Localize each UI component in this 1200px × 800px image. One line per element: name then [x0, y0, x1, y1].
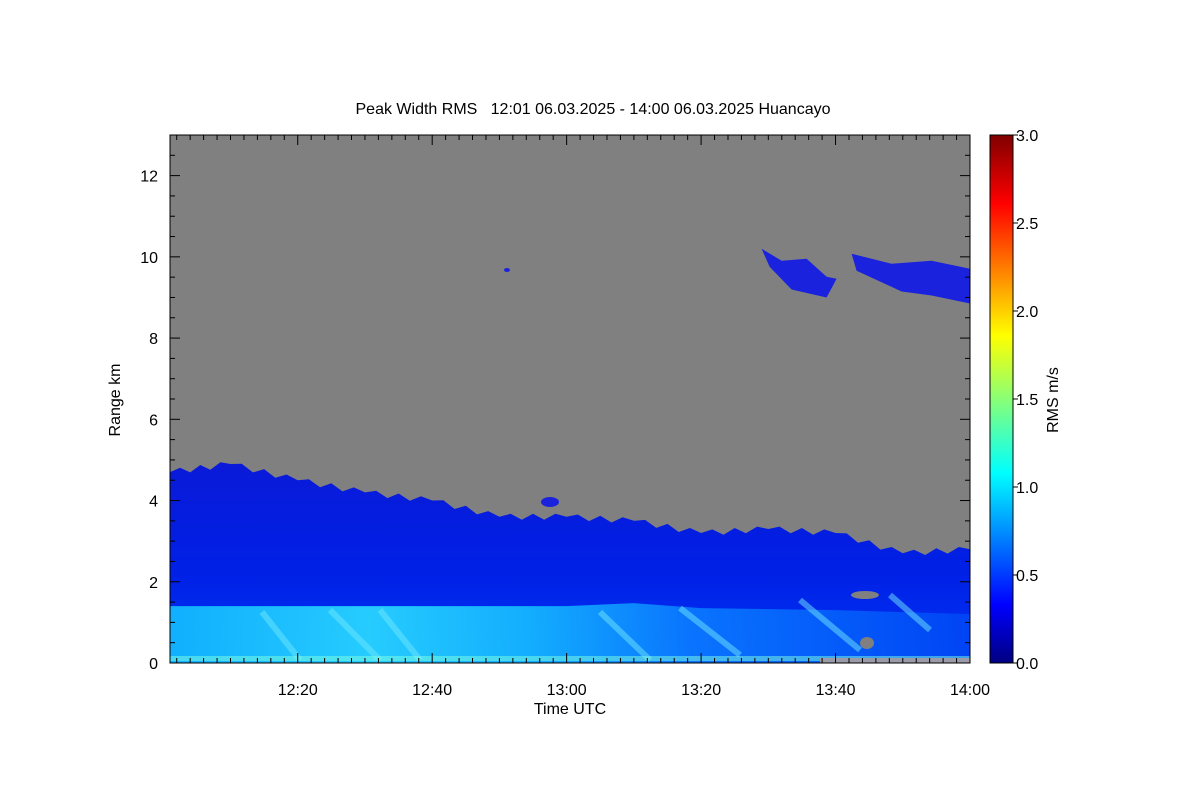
y-tick-label: 10 [140, 250, 158, 267]
gap-patch [860, 637, 874, 649]
colorbar-tick-label: 0.0 [1016, 656, 1038, 673]
y-tick-label: 4 [149, 494, 158, 511]
colorbar-tick-label: 0.5 [1016, 568, 1038, 585]
colorbar [989, 134, 1014, 664]
boundary-layer-region [170, 603, 970, 663]
x-tick-label: 12:20 [278, 682, 318, 699]
colorbar-label: RMS m/s [1045, 367, 1062, 433]
isolated-echo [541, 497, 559, 507]
colorbar-ticks: 0.0 0.5 1.0 1.5 2.0 2.5 3.0 [1013, 128, 1038, 673]
gap-patch [851, 591, 879, 599]
colorbar-tick-label: 2.5 [1016, 216, 1038, 233]
colorbar-tick-label: 2.0 [1016, 304, 1038, 321]
plot-area [170, 135, 970, 663]
x-tick-label: 13:20 [681, 682, 721, 699]
near-ground-band [170, 656, 970, 661]
colorbar-tick-label: 1.0 [1016, 480, 1038, 497]
gap-patch [820, 658, 970, 663]
y-axis-label: Range km [107, 364, 124, 437]
boundary-layer-streaks [259, 592, 932, 663]
chart-title: Peak Width RMS 12:01 06.03.2025 - 14:00 … [356, 101, 831, 118]
x-tick-label: 12:40 [412, 682, 452, 699]
y-tick-label: 0 [149, 656, 158, 673]
y-tick-labels: 0 2 4 6 8 10 12 [140, 169, 158, 673]
high-cloud-layer [761, 248, 970, 304]
x-tick-label: 14:00 [950, 682, 990, 699]
x-tick-labels: 12:20 12:40 13:00 13:20 13:40 14:00 [278, 682, 990, 699]
colorbar-tick-label: 3.0 [1016, 128, 1038, 145]
y-tick-label: 6 [149, 412, 158, 429]
x-tick-label: 13:40 [816, 682, 856, 699]
axis-ticks [170, 134, 971, 664]
colorbar-tick-label: 1.5 [1016, 392, 1038, 409]
y-tick-label: 8 [149, 331, 158, 348]
y-tick-label: 2 [149, 575, 158, 592]
isolated-echo [504, 268, 510, 272]
x-tick-label: 13:00 [547, 682, 587, 699]
y-tick-label: 12 [140, 169, 158, 186]
x-axis-label: Time UTC [534, 701, 606, 718]
